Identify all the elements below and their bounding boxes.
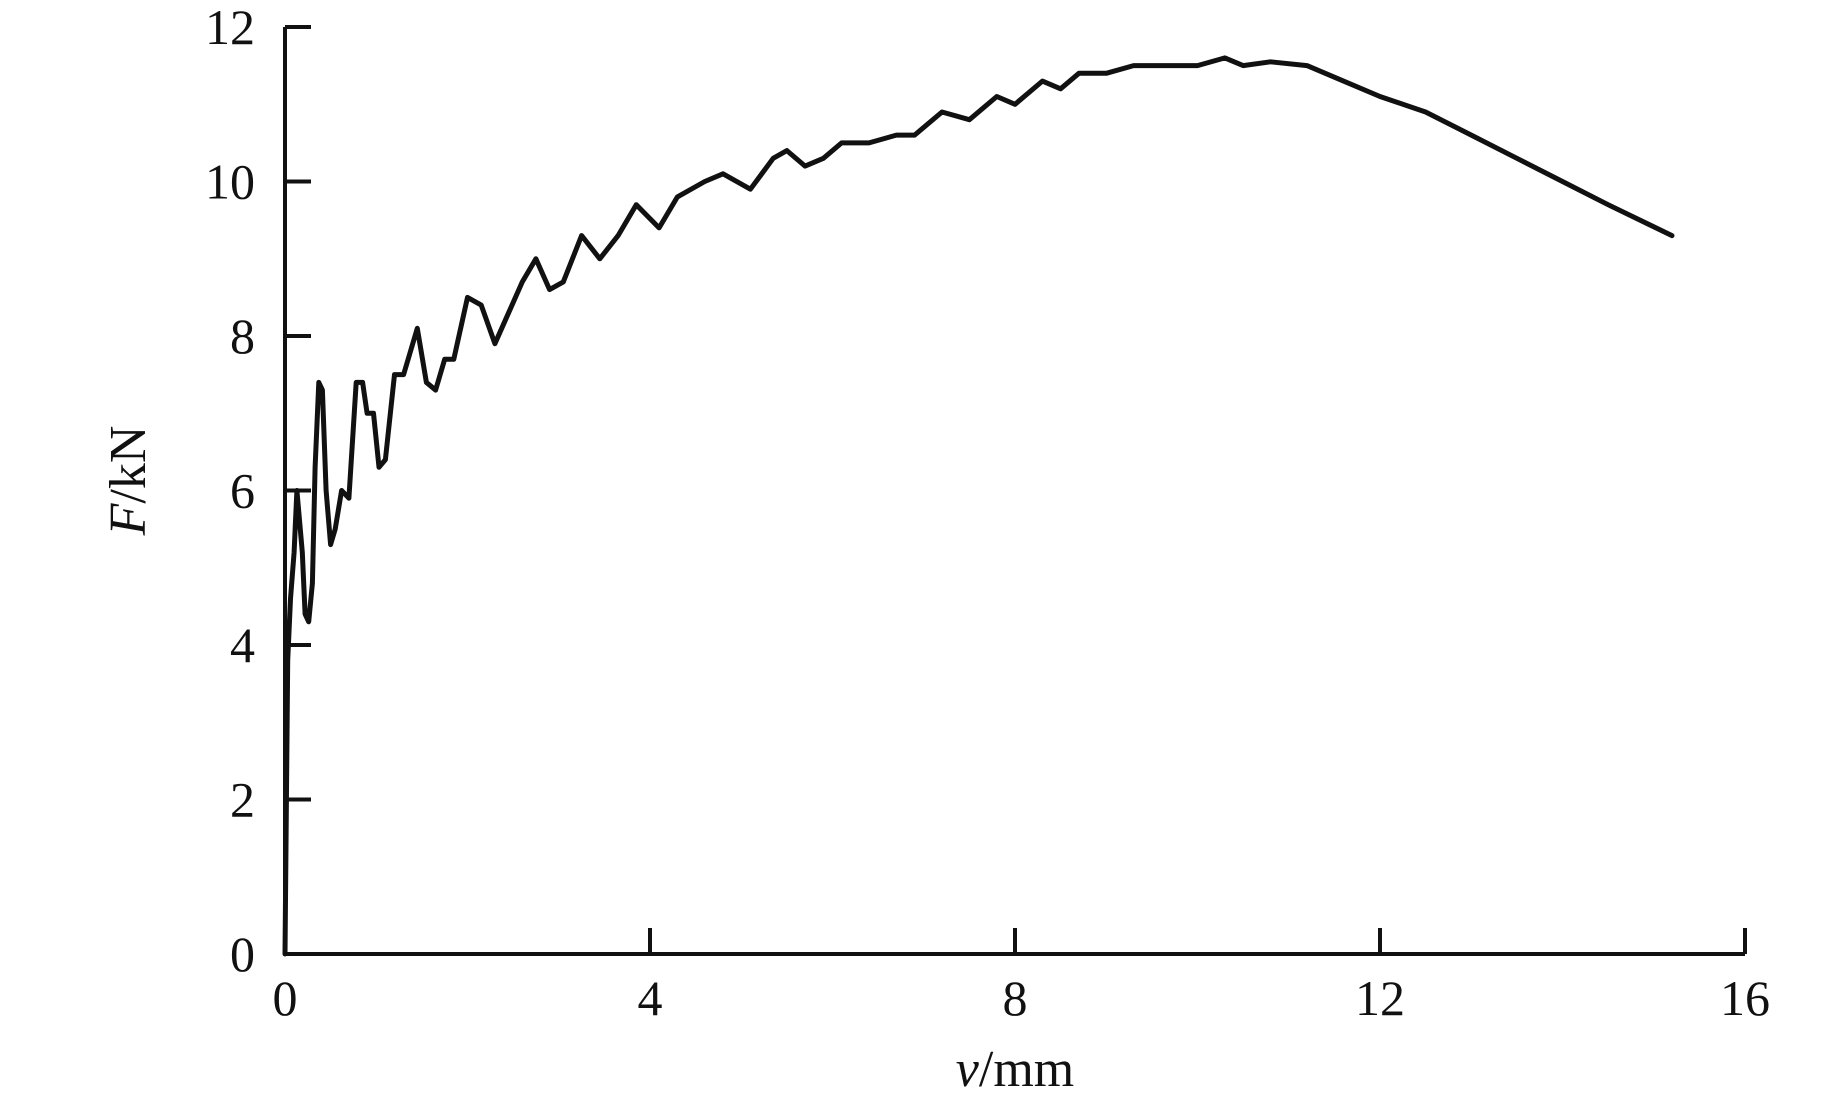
y-tick-label: 0 bbox=[230, 926, 255, 982]
y-axis-unit: /kN bbox=[100, 426, 157, 504]
x-axis-unit: /mm bbox=[979, 1041, 1074, 1098]
series-layer bbox=[282, 55, 1675, 957]
x-tick-label: 4 bbox=[638, 970, 663, 1026]
y-ticks: 0 2 4 6 8 10 12 bbox=[205, 0, 311, 982]
x-axis-title: v/mm bbox=[956, 1041, 1074, 1098]
x-axis-var: v bbox=[956, 1041, 980, 1098]
x-ticks: 0 4 8 12 16 bbox=[273, 928, 1770, 1026]
y-tick-label: 8 bbox=[230, 308, 255, 364]
y-axis-var: F bbox=[100, 502, 157, 536]
x-tick-label: 12 bbox=[1355, 970, 1405, 1026]
y-tick-label: 4 bbox=[230, 617, 255, 673]
y-tick-label: 12 bbox=[205, 0, 255, 55]
x-tick-label: 0 bbox=[273, 970, 298, 1026]
x-tick-label: 8 bbox=[1003, 970, 1028, 1026]
axes bbox=[283, 27, 1745, 956]
y-axis-title: F/kN bbox=[100, 426, 157, 537]
y-tick-label: 2 bbox=[230, 772, 255, 828]
force-curve-line bbox=[282, 55, 1675, 957]
y-tick-label: 6 bbox=[230, 463, 255, 519]
y-tick-label: 10 bbox=[205, 154, 255, 210]
x-tick-label: 16 bbox=[1720, 970, 1770, 1026]
